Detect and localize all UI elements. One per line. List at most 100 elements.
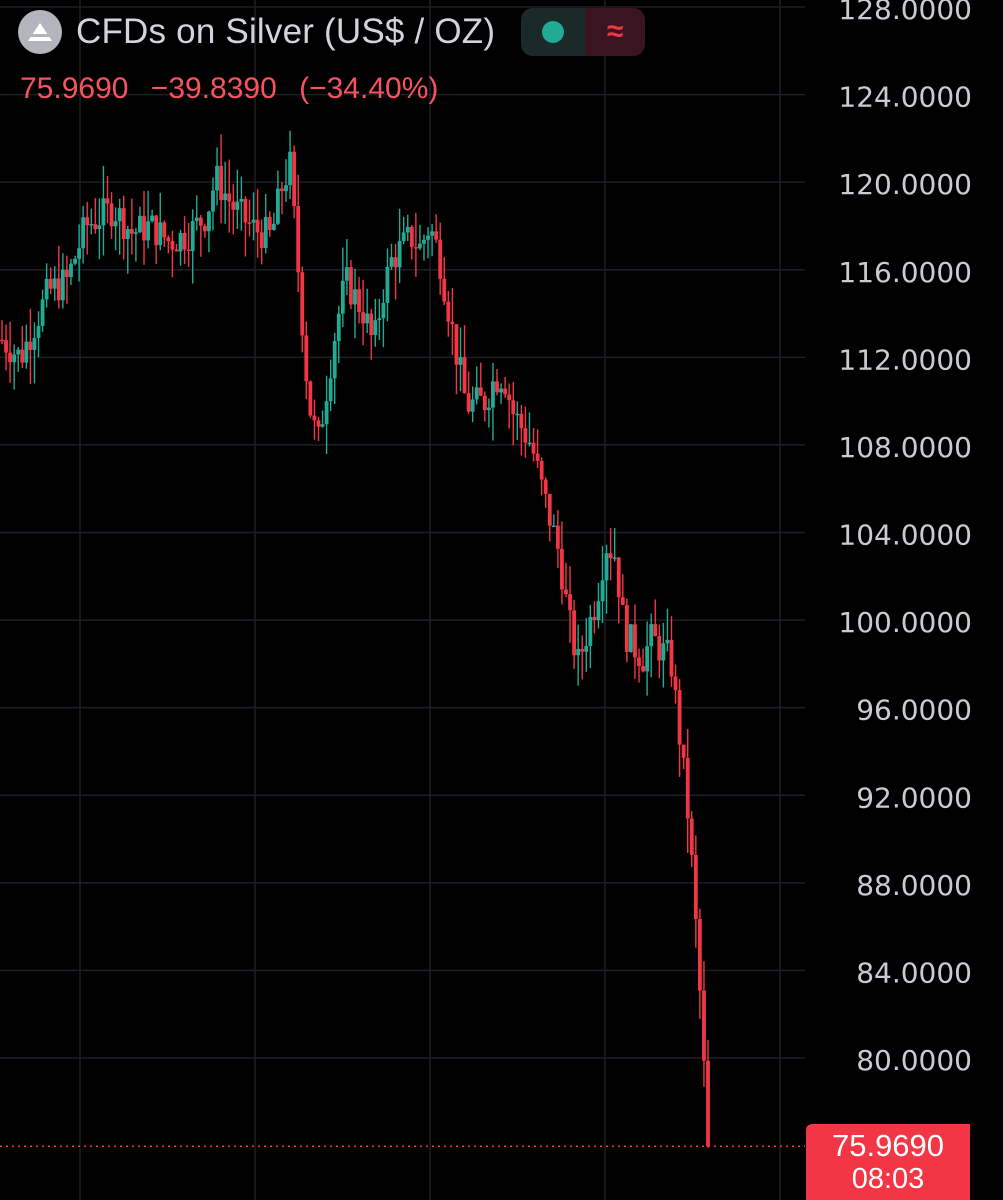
candle xyxy=(239,176,244,231)
candle xyxy=(158,192,163,251)
candle xyxy=(531,428,536,462)
candle xyxy=(178,229,183,266)
candle xyxy=(24,324,29,369)
candle xyxy=(89,208,94,235)
candle xyxy=(304,321,309,400)
candle xyxy=(162,220,167,248)
candle xyxy=(486,398,491,428)
candle xyxy=(296,174,301,293)
y-tick-label: 116.0000 xyxy=(838,256,972,289)
candle xyxy=(478,362,483,397)
candle xyxy=(308,380,313,418)
candle xyxy=(405,214,410,242)
candle xyxy=(243,196,248,257)
candle xyxy=(580,635,585,680)
candle xyxy=(267,211,272,237)
market-open-dot-icon xyxy=(542,21,565,43)
candle xyxy=(430,223,434,257)
candle xyxy=(649,613,654,678)
candle xyxy=(332,332,337,405)
candle xyxy=(482,391,487,422)
candle xyxy=(426,227,430,259)
chart-header: CFDs on Silver (US$ / OZ) ≈ xyxy=(18,8,646,56)
candle xyxy=(373,298,378,347)
candle xyxy=(466,371,471,414)
candle xyxy=(259,219,264,265)
candle xyxy=(446,290,451,337)
candle xyxy=(641,648,645,673)
last-price-badge: 75.9690 08:03 xyxy=(806,1124,970,1200)
candle xyxy=(166,235,171,254)
candle xyxy=(633,604,637,679)
candle xyxy=(681,744,686,770)
candle xyxy=(288,130,292,200)
candle xyxy=(344,239,349,296)
silver-symbol-icon[interactable] xyxy=(18,10,62,54)
candle xyxy=(292,145,297,219)
quote-line: 75.9690 −39.8390 (−34.40%) xyxy=(20,72,452,106)
price-change-percent: (−34.40%) xyxy=(299,72,439,105)
candle xyxy=(69,258,73,285)
candle xyxy=(170,230,175,278)
candle xyxy=(20,326,25,369)
wave-icon[interactable]: ≈ xyxy=(585,8,646,56)
candle xyxy=(462,325,467,394)
candle xyxy=(377,298,382,341)
candle xyxy=(194,195,199,231)
candle xyxy=(174,243,179,252)
candle xyxy=(280,182,284,215)
symbol-title[interactable]: CFDs on Silver (US$ / OZ) xyxy=(76,12,496,51)
candle xyxy=(109,192,114,239)
candle xyxy=(231,184,236,235)
candle xyxy=(235,169,240,229)
candle xyxy=(604,544,609,614)
candle xyxy=(568,566,572,643)
candle xyxy=(247,199,252,237)
candle xyxy=(572,599,577,669)
candle xyxy=(16,346,21,372)
candle xyxy=(600,546,605,624)
candle xyxy=(507,383,512,429)
candle xyxy=(470,386,475,423)
candle xyxy=(495,369,499,396)
candle xyxy=(28,308,33,384)
market-open-status-button[interactable] xyxy=(521,8,586,56)
candle xyxy=(113,207,118,251)
candle xyxy=(413,212,418,277)
candle xyxy=(702,961,706,1087)
candle xyxy=(12,344,17,390)
candle xyxy=(219,134,224,224)
candle xyxy=(121,195,126,260)
candle xyxy=(653,599,658,637)
y-tick-label: 84.0000 xyxy=(856,956,972,989)
candle xyxy=(458,327,463,392)
candle xyxy=(284,159,288,202)
candle xyxy=(276,170,280,226)
candle xyxy=(271,212,276,231)
y-tick-label: 108.0000 xyxy=(838,431,972,464)
candle xyxy=(357,276,361,324)
y-tick-label: 96.0000 xyxy=(856,694,972,727)
candle xyxy=(300,266,305,353)
candle xyxy=(48,267,53,295)
candle xyxy=(263,193,268,254)
candle xyxy=(564,562,568,598)
candle xyxy=(438,222,443,295)
candle xyxy=(385,248,390,322)
candle xyxy=(503,377,508,398)
candle xyxy=(689,811,694,868)
candle xyxy=(389,243,394,270)
last-price: 75.9690 xyxy=(20,72,129,105)
badge-countdown: 08:03 xyxy=(851,1163,925,1195)
price-change: −39.8390 xyxy=(150,72,277,105)
candle xyxy=(186,223,191,267)
candle xyxy=(620,574,625,606)
candle xyxy=(645,621,650,696)
candle xyxy=(361,279,366,346)
candle xyxy=(133,227,138,262)
candle xyxy=(125,225,130,274)
y-tick-label: 120.0000 xyxy=(838,168,972,201)
candle xyxy=(81,205,86,264)
